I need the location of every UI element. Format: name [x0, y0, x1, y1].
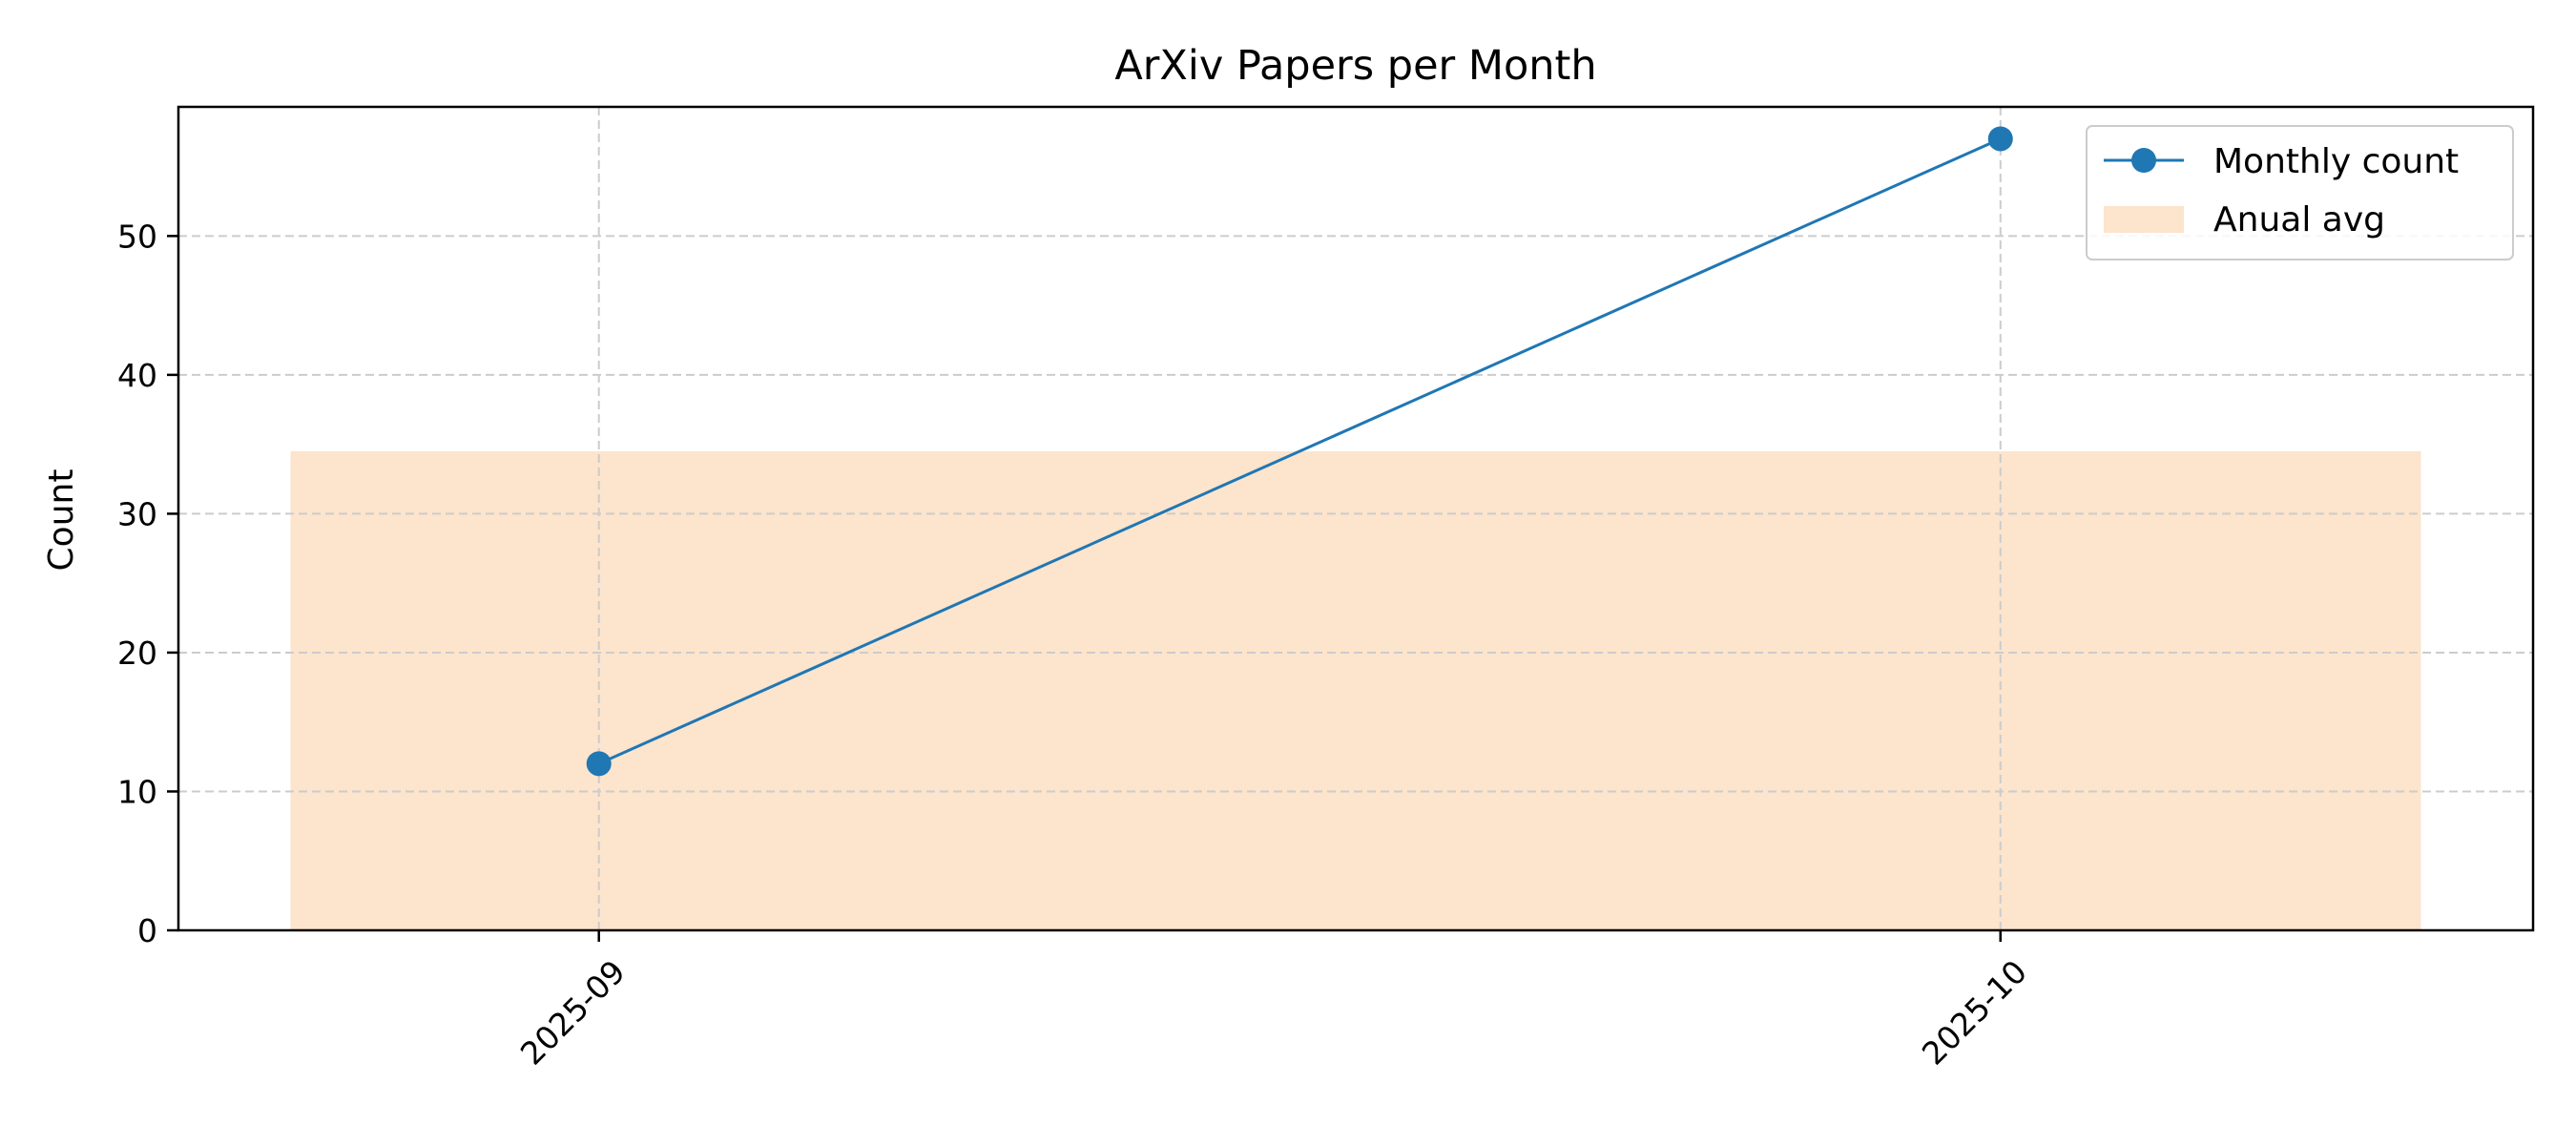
y-tick-label: 30 [117, 495, 157, 532]
y-tick-label: 10 [117, 773, 157, 810]
y-axis-title: Count [42, 469, 81, 572]
y-tick-label: 20 [117, 635, 157, 672]
y-tick-label: 50 [117, 218, 157, 255]
series-line [598, 137, 2002, 765]
legend-marker-swatch [2131, 148, 2156, 173]
plot-frame [177, 105, 2535, 932]
average-band [290, 450, 2421, 930]
legend-band-swatch [2104, 206, 2184, 233]
legend-label-average: Anual avg [2213, 200, 2385, 239]
legend-label-monthly-count: Monthly count [2213, 142, 2459, 181]
data-point [1987, 126, 2013, 152]
chart-title: ArXiv Papers per Month [1114, 42, 1596, 90]
y-tick-label: 0 [137, 912, 157, 949]
y-tick-label: 40 [117, 357, 157, 394]
data-point [586, 751, 612, 777]
legend-box [2086, 125, 2514, 260]
